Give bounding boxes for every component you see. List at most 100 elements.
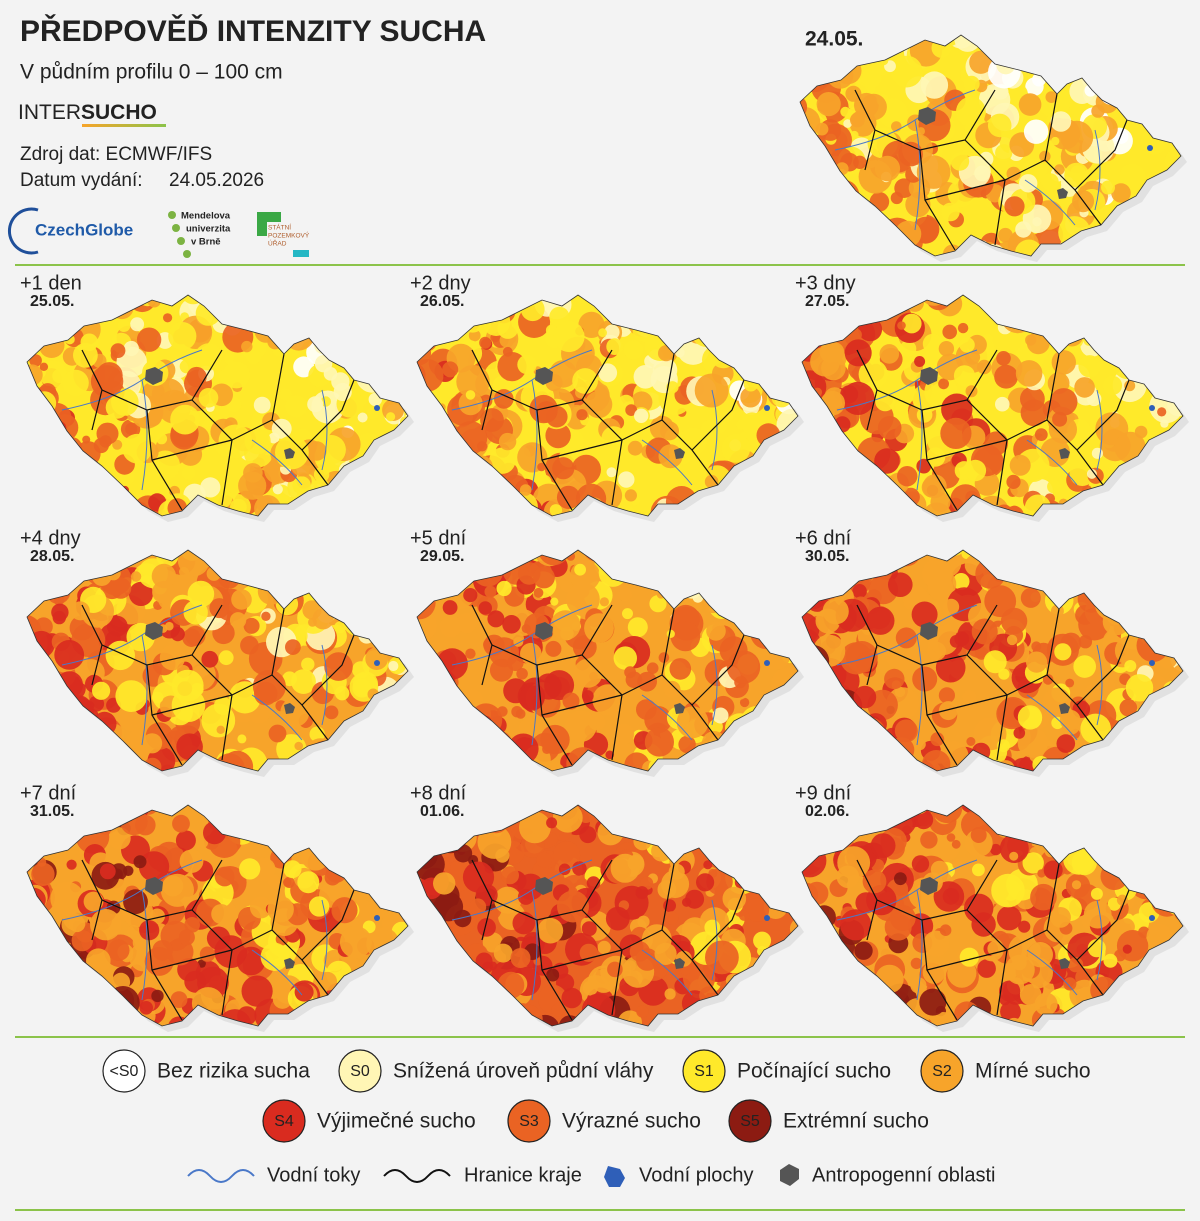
drought-patch (394, 358, 408, 377)
drought-patch (470, 805, 481, 813)
drought-patch (342, 862, 351, 871)
drought-patch (68, 702, 82, 716)
drought-patch (614, 724, 635, 745)
drought-patch (377, 982, 390, 996)
drought-patch (249, 896, 272, 919)
drought-patch (698, 749, 728, 771)
drought-patch (486, 730, 512, 756)
drought-patch (992, 512, 1005, 516)
drought-patch (627, 617, 648, 638)
forecast-offset: +9 dní (795, 782, 852, 804)
drought-patch (1051, 810, 1070, 829)
drought-patch (950, 152, 970, 171)
drought-patch (469, 563, 487, 580)
forecast-date: 26.05. (420, 293, 464, 310)
country-outline (801, 549, 1184, 772)
drought-patch (733, 822, 751, 839)
drought-patch (920, 831, 938, 849)
drought-patch (38, 332, 65, 358)
drought-patch (298, 308, 319, 329)
drought-patch (813, 634, 846, 667)
drought-patch (802, 981, 817, 1014)
drought-patch (516, 668, 528, 680)
drought-patch (1087, 826, 1119, 857)
drought-patch (313, 1012, 348, 1026)
drought-patch (417, 1010, 434, 1026)
drought-patch (740, 601, 764, 625)
drought-patch (601, 805, 628, 819)
drought-patch (667, 329, 681, 343)
spu-line: STÁTNÍ (268, 223, 291, 232)
drought-patch (802, 574, 807, 589)
drought-patch (817, 912, 826, 921)
drought-patch (243, 617, 260, 634)
drought-patch (498, 432, 517, 451)
drought-patch (388, 815, 408, 843)
drought-patch (1069, 60, 1086, 77)
drought-patch (275, 812, 290, 826)
drought-patch (367, 580, 381, 594)
drought-patch (792, 650, 798, 660)
drought-patch (1170, 818, 1180, 827)
drought-patch (1130, 59, 1148, 77)
drought-patch (142, 733, 163, 754)
drought-patch (442, 361, 459, 378)
drought-patch (1105, 840, 1139, 874)
drought-patch (1004, 196, 1025, 217)
drought-patch (1141, 128, 1168, 155)
drought-patch (1165, 996, 1183, 1022)
drought-patch (649, 550, 677, 561)
drought-patch (1056, 317, 1080, 341)
drought-patch (80, 295, 100, 309)
river (1026, 439, 1078, 486)
drought-patch (1073, 655, 1096, 678)
drought-patch (1175, 373, 1183, 394)
drought-patch (1101, 502, 1113, 514)
drought-patch (802, 706, 815, 723)
drought-patch (1141, 973, 1152, 984)
drought-patch (874, 155, 901, 182)
drought-patch (447, 493, 480, 516)
drought-patch (357, 619, 371, 634)
river (641, 694, 693, 741)
drought-patch (1042, 805, 1051, 807)
drought-patch (708, 558, 719, 569)
drought-patch (866, 606, 895, 635)
drought-patch (27, 413, 60, 446)
drought-patch (511, 706, 523, 718)
drought-patch (363, 322, 392, 351)
drought-patch (42, 938, 60, 956)
drought-patch (1094, 805, 1127, 833)
drought-patch (1080, 333, 1104, 357)
drought-patch (380, 761, 400, 771)
drought-patch (953, 365, 976, 387)
drought-patch (27, 942, 34, 967)
drought-patch (972, 760, 981, 769)
drought-patch (762, 756, 772, 766)
drought-patch (1152, 295, 1174, 317)
drought-patch (876, 729, 885, 738)
drought-patch (1153, 464, 1183, 495)
drought-patch (1019, 45, 1049, 74)
drought-patch (579, 826, 597, 844)
drought-patch (889, 905, 916, 931)
drought-patch (666, 381, 679, 394)
drought-patch (1129, 43, 1146, 60)
drought-patch (84, 816, 102, 833)
drought-patch (105, 1010, 137, 1026)
drought-patch (779, 356, 795, 373)
drought-patch (618, 588, 632, 602)
drought-patch (482, 307, 511, 336)
region-border (876, 349, 998, 411)
drought-patch (521, 624, 531, 634)
drought-patch (376, 448, 387, 458)
drought-patch (1017, 705, 1043, 730)
drought-patch (114, 1019, 124, 1026)
drought-patch (789, 560, 798, 576)
drought-patch (384, 867, 393, 876)
drought-patch (800, 58, 831, 93)
drought-patch (107, 939, 130, 961)
drought-patch (369, 805, 399, 830)
drought-patch (218, 650, 234, 666)
